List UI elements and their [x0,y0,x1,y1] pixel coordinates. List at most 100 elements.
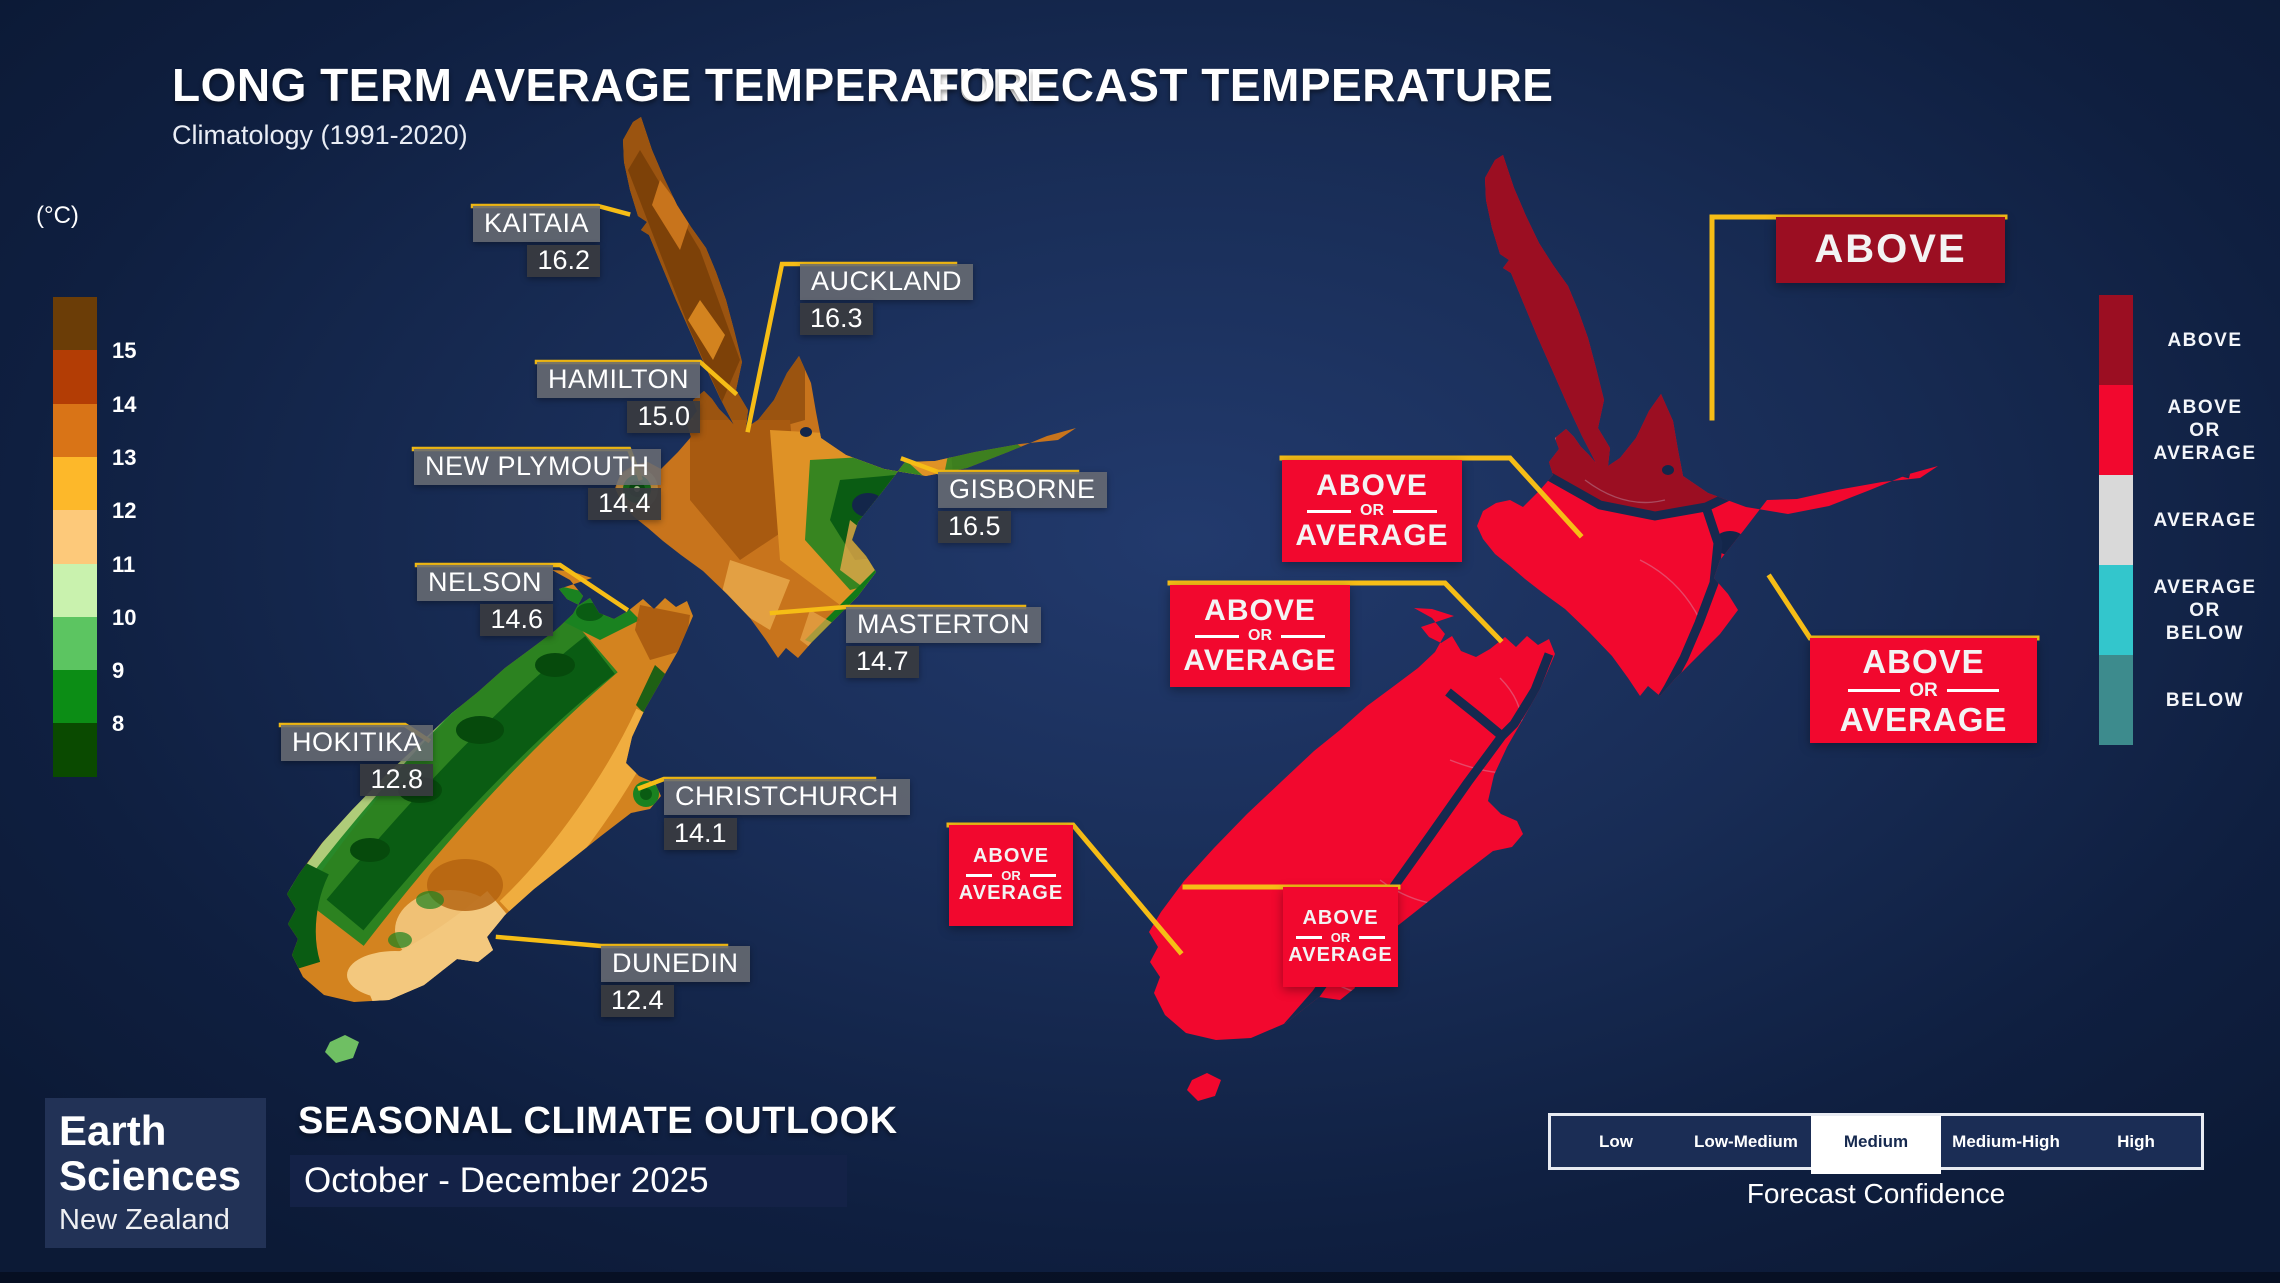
colorbar-segment [53,403,97,458]
earth-sciences-logo: Earth Sciences New Zealand [45,1098,266,1248]
city-name: AUCKLAND [800,264,974,300]
colorbar-segment [53,297,97,351]
forecast-label-word: AVERAGE [1839,700,2008,738]
legend-segment [2099,655,2133,745]
city-temperature: 16.2 [527,245,601,277]
forecast-label-word: AVERAGE [1288,943,1393,966]
forecast-label-word: ABOVE [1862,642,1985,680]
forecast-label-above-or-average: ABOVE OR AVERAGE [949,825,1073,926]
forecast-label-word: AVERAGE [1295,519,1449,552]
city-name: HOKITIKA [281,725,434,761]
confidence-option-low: Low [1599,1131,1633,1151]
city-temperature: 14.4 [587,488,661,520]
forecast-label-or: OR [1195,627,1325,645]
city-label-new-plymouth: NEW PLYMOUTH 14.4 [414,449,661,520]
city-name: CHRISTCHURCH [664,779,910,815]
colorbar-segment [53,563,97,618]
city-label-nelson: NELSON 14.6 [417,565,554,636]
forecast-boundary-alps [1276,652,1554,1038]
confidence-option-medium: Medium [1811,1116,1941,1174]
colorbar-tick: 13 [112,444,137,470]
confidence-option-low-medium: Low-Medium [1694,1131,1798,1151]
city-name: NEW PLYMOUTH [414,449,661,485]
logo-subtitle: New Zealand [59,1204,230,1236]
forecast-label-or: OR [1295,930,1386,945]
colorbar-segment [53,616,97,671]
city-temperature: 12.4 [601,985,674,1017]
forecast-confidence-bar: Low Low-Medium Medium Medium-High High [1548,1113,2204,1174]
forecast-confidence-caption: Forecast Confidence [1746,1178,2006,1209]
city-name: GISBORNE [938,472,1107,508]
city-temperature: 15.0 [627,401,701,433]
city-temperature: 16.5 [938,511,1011,543]
lake-taupo [852,493,884,517]
footer-period: October - December 2025 [304,1161,709,1200]
footer-period-strip: October - December 2025 [290,1155,847,1207]
callout-line [1766,573,2040,641]
colorbar-tick: 10 [112,604,137,630]
forecast-label-above-or-average: ABOVE OR AVERAGE [1282,460,1462,562]
forecast-label-word: ABOVE [1204,593,1316,627]
logo-line1: Earth [59,1107,167,1154]
forecast-label-word: AVERAGE [1183,644,1337,677]
city-label-christchurch: CHRISTCHURCH 14.1 [664,779,910,850]
legend-segment [2099,295,2133,385]
colorbar-tick: 9 [112,658,125,684]
colorbar-tick: 15 [112,338,137,364]
bottom-band [0,1272,2280,1283]
city-label-masterton: MASTERTON 14.7 [846,607,1042,678]
city-temperature: 14.6 [480,604,554,636]
forecast-label-above-or-average: ABOVE OR AVERAGE [1810,638,2037,743]
city-temperature: 14.7 [846,646,919,678]
legend-segment [2099,565,2133,655]
colorbar-tick: 8 [112,711,125,737]
city-temperature: 16.3 [800,303,873,335]
legend-label: AVERAGE [2153,509,2257,531]
colorbar-tick: 14 [112,391,137,417]
forecast-label-or: OR [1848,680,1999,702]
colorbar-segment [53,670,97,724]
forecast-label-word: ABOVE [1814,227,1967,272]
city-label-kaitaia: KAITAIA 16.2 [473,206,601,277]
city-name: MASTERTON [846,607,1042,643]
legend-label: AVERAGE OR BELOW [2153,576,2257,644]
city-label-hokitika: HOKITIKA 12.8 [281,725,434,796]
forecast-label-word: ABOVE [1302,906,1379,929]
callout-line [1167,580,1504,644]
forecast-label-word: ABOVE [972,845,1050,868]
forecast-label-above-or-average: ABOVE OR AVERAGE [1170,585,1350,687]
colorbar-segment [53,350,97,405]
forecast-label-or: OR [966,868,1056,883]
colorbar-tick: 12 [112,498,137,524]
left-panel-subtitle: Climatology (1991-2020) [172,120,468,150]
legend-label: BELOW [2165,689,2245,711]
confidence-option-high: High [2117,1131,2155,1151]
confidence-option-medium-high: Medium-High [1952,1131,2060,1151]
forecast-label-above-or-average: ABOVE OR AVERAGE [1283,887,1398,987]
colorbar-segment [53,723,97,778]
legend-label: ABOVE OR AVERAGE [2153,396,2257,464]
logo-line2: Sciences [59,1152,242,1199]
colorbar-unit-label: (°C) [36,202,79,229]
right-panel-title: FORECAST TEMPERATURE [931,59,1554,111]
colorbar-segment [53,456,97,511]
colorbar-segment [53,510,97,564]
city-temperature: 14.1 [664,818,737,850]
city-label-hamilton: HAMILTON 15.0 [537,362,701,433]
city-name: NELSON [417,565,554,601]
footer-title: SEASONAL CLIMATE OUTLOOK [298,1100,898,1142]
legend-segment [2099,475,2133,565]
city-name: KAITAIA [473,206,601,242]
forecast-label-word: AVERAGE [958,882,1064,904]
forecast-label-or: OR [1307,502,1437,520]
callout-line [1279,455,1584,539]
city-label-auckland: AUCKLAND 16.3 [800,264,974,335]
city-name: DUNEDIN [601,946,750,982]
colorbar-tick: 11 [112,551,136,577]
forecast-label-above: ABOVE [1776,217,2005,283]
city-label-dunedin: DUNEDIN 12.4 [601,946,750,1017]
city-temperature: 12.8 [360,764,434,796]
left-panel-title: LONG TERM AVERAGE TEMPERATURE [172,59,1058,111]
callout-line [495,934,729,949]
